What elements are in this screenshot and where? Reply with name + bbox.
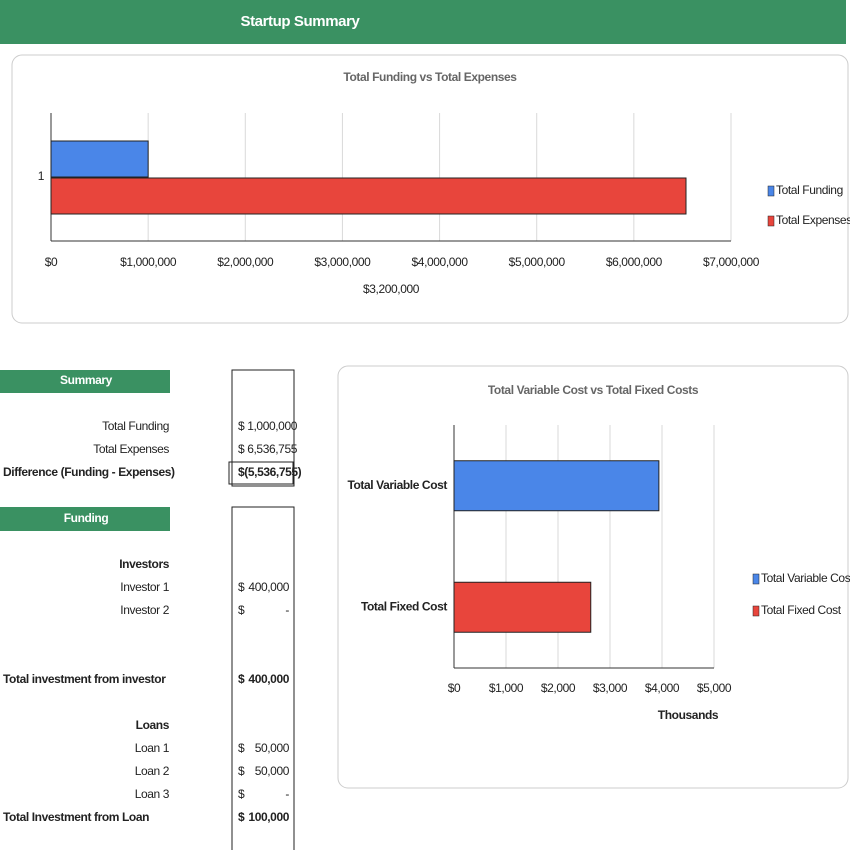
legend-swatch bbox=[752, 605, 760, 617]
x-tick-label: $1,000,000 bbox=[120, 255, 177, 269]
row-value: $ 6,536,755 bbox=[238, 442, 298, 456]
legend-label: Total Funding bbox=[776, 183, 843, 197]
bar bbox=[453, 460, 660, 512]
row-currency: $ bbox=[238, 741, 245, 755]
row-currency: $ bbox=[238, 672, 245, 686]
row-label: Loan 1 bbox=[135, 741, 170, 755]
header-title: Startup Summary bbox=[240, 13, 360, 30]
category-label: Total Variable Cost bbox=[347, 478, 447, 492]
value-box bbox=[231, 369, 295, 487]
row-amount: 400,000 bbox=[248, 672, 289, 686]
x-tick-label: $0 bbox=[448, 681, 461, 695]
section-bar bbox=[0, 370, 170, 393]
row-currency: $ bbox=[238, 580, 245, 594]
x-tick-label: $4,000,000 bbox=[412, 255, 469, 269]
x-tick-label: $1,000 bbox=[489, 681, 524, 695]
row-label: Loan 2 bbox=[135, 764, 170, 778]
row-label: Investor 1 bbox=[120, 580, 169, 594]
row-amount: - bbox=[285, 603, 289, 617]
section-title: Summary bbox=[60, 373, 113, 387]
legend-swatch bbox=[767, 185, 775, 197]
legend-label: Total Fixed Cost bbox=[761, 603, 842, 617]
section-bar bbox=[0, 507, 170, 531]
x-tick-label: $4,000 bbox=[645, 681, 680, 695]
row-label: Investor 2 bbox=[120, 603, 169, 617]
header-bar bbox=[0, 0, 846, 44]
chart-title: Total Variable Cost vs Total Fixed Costs bbox=[488, 383, 699, 397]
row-currency: $ bbox=[238, 603, 245, 617]
legend-swatch bbox=[752, 573, 760, 585]
row-amount: 100,000 bbox=[248, 810, 289, 824]
row-currency: $ bbox=[238, 810, 245, 824]
value-box bbox=[231, 506, 295, 850]
row-label: Total investment from investor bbox=[3, 672, 166, 686]
x-tick-label: $3,000,000 bbox=[314, 255, 371, 269]
x-tick-label: $5,000,000 bbox=[509, 255, 566, 269]
legend-label: Total Variable Cost bbox=[761, 571, 850, 585]
x-tick-label: $5,000 bbox=[697, 681, 732, 695]
row-amount: 50,000 bbox=[255, 764, 290, 778]
x-axis-label: Thousands bbox=[658, 708, 719, 722]
x-tick-label: $3,000 bbox=[593, 681, 628, 695]
section-title: Funding bbox=[64, 511, 109, 525]
chart-title: Total Funding vs Total Expenses bbox=[343, 70, 517, 84]
x-tick-label: $2,000 bbox=[541, 681, 576, 695]
row-value: $(5,536,755) bbox=[238, 465, 302, 479]
row-currency: $ bbox=[238, 764, 245, 778]
x-tick-label: $7,000,000 bbox=[703, 255, 760, 269]
row-label: Total Investment from Loan bbox=[3, 810, 149, 824]
row-amount: 400,000 bbox=[248, 580, 289, 594]
bar bbox=[50, 177, 687, 215]
bar bbox=[453, 581, 592, 633]
legend-label: Total Expenses bbox=[776, 213, 850, 227]
row-value: $ 1,000,000 bbox=[238, 419, 298, 433]
row-currency: $ bbox=[238, 787, 245, 801]
row-label: Total Expenses bbox=[93, 442, 169, 456]
legend-swatch bbox=[767, 215, 775, 227]
total-box bbox=[228, 461, 294, 485]
row-label: Difference (Funding - Expenses) bbox=[3, 465, 175, 479]
x-tick-label: $0 bbox=[45, 255, 58, 269]
row-label: Total Funding bbox=[102, 419, 169, 433]
row-label: Loans bbox=[136, 718, 170, 732]
x-axis-label: $3,200,000 bbox=[363, 282, 420, 296]
x-tick-label: $6,000,000 bbox=[606, 255, 663, 269]
category-label: Total Fixed Cost bbox=[361, 599, 447, 613]
row-label: Loan 3 bbox=[135, 787, 170, 801]
row-label: Investors bbox=[119, 557, 169, 571]
row-amount: - bbox=[285, 787, 289, 801]
x-tick-label: $2,000,000 bbox=[217, 255, 274, 269]
row-amount: 50,000 bbox=[255, 741, 290, 755]
bar bbox=[50, 140, 149, 178]
category-label: 1 bbox=[38, 169, 45, 183]
